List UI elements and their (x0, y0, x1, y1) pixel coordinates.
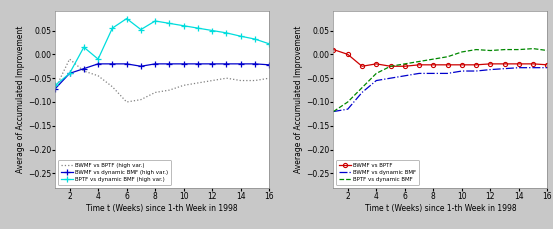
Legend: BWMF vs BPTF, BWMF vs dynamic BMF, BPTF vs dynamic BMF: BWMF vs BPTF, BWMF vs dynamic BMF, BPTF … (336, 160, 419, 185)
X-axis label: Time t (Weeks) since 1-th Week in 1998: Time t (Weeks) since 1-th Week in 1998 (364, 204, 517, 213)
Y-axis label: Average of Accumulated Improvement: Average of Accumulated Improvement (294, 26, 303, 173)
Y-axis label: Average of Accumulated Improvement: Average of Accumulated Improvement (16, 26, 25, 173)
X-axis label: Time t (Weeks) since 1-th Week in 1998: Time t (Weeks) since 1-th Week in 1998 (86, 204, 238, 213)
Legend: BWMF vs BPTF (high var.), BWMF vs dynamic BMF (high var.), BPTF vs dynamic BMF (: BWMF vs BPTF (high var.), BWMF vs dynami… (58, 160, 171, 185)
